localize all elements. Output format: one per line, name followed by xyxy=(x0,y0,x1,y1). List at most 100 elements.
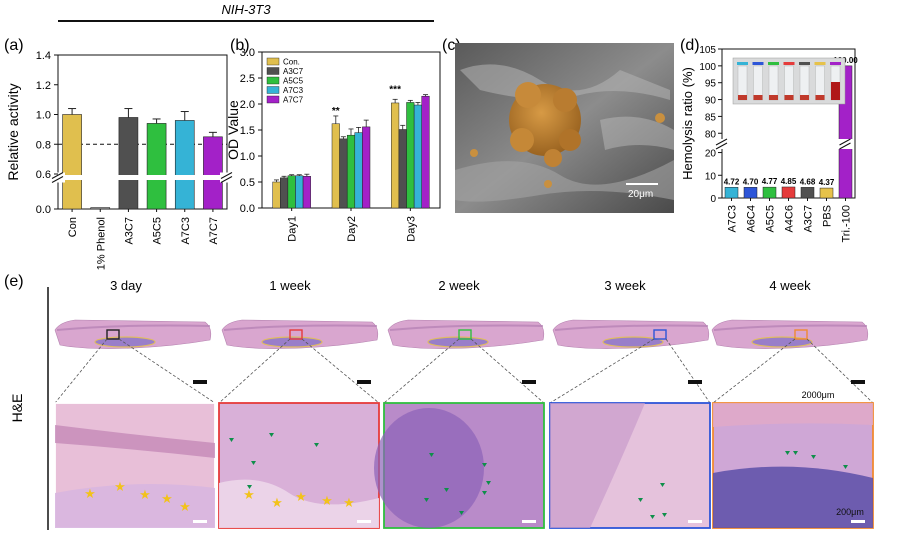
cell-marker-arrow xyxy=(459,511,464,515)
panel-d-label: (d) xyxy=(680,37,700,54)
y-tick-label: 1.0 xyxy=(36,110,51,122)
panel-d-chart: (d) 4.72 A7C3 4.70 A6C4 4.77 A5C5 4.85 A4C6 4.68… xyxy=(680,37,858,243)
panel-b-chart: (b) Day1 Day2 Day3*****0.00.51.01.52.02.53… xyxy=(225,37,441,242)
implant-region-outline xyxy=(261,336,323,348)
y-tick-label: 20 xyxy=(705,149,717,160)
axis-break-mark xyxy=(839,142,851,150)
bar-con-day3 xyxy=(391,102,400,209)
vial-cap xyxy=(799,62,810,65)
zoom-scale-label: 200μm xyxy=(836,507,864,517)
y-tick-label: 105 xyxy=(699,45,716,56)
legend-swatch xyxy=(266,86,280,94)
cell-marker-arrow xyxy=(424,498,429,502)
cell-marker-arrow xyxy=(650,515,655,519)
cell-marker-arrow xyxy=(843,465,848,469)
x-tick-label: A4C6 xyxy=(784,205,796,233)
bar-a5c5-day1 xyxy=(287,175,296,209)
y-tick-label: 0 xyxy=(710,194,716,205)
sem-particle xyxy=(544,149,562,167)
zoom-connector xyxy=(712,338,796,404)
overview-scale-bar xyxy=(522,380,536,384)
bar-a3c7-day2 xyxy=(339,138,348,209)
vial-tube xyxy=(799,65,810,101)
vial-tube xyxy=(768,65,779,101)
sem-texture-sheet xyxy=(600,116,674,150)
implant-marker-star: ★ xyxy=(114,479,126,494)
sem-particle xyxy=(510,128,534,152)
cell-marker-arrow xyxy=(486,481,491,485)
tissue-epidermis xyxy=(389,324,544,331)
bar-a7c3-day1 xyxy=(295,175,304,209)
legend-swatch xyxy=(266,95,280,104)
implant-marker-star: ★ xyxy=(139,487,151,502)
y-tick-label: 0.6 xyxy=(36,169,51,181)
x-tick-label: Day3 xyxy=(405,216,417,242)
y-tick-label: 1.5 xyxy=(240,125,255,137)
implant-marker-star: ★ xyxy=(161,491,173,506)
x-tick-label: Day1 xyxy=(287,216,299,242)
cell-marker-arrow xyxy=(429,453,434,457)
header-title: NIH-3T3 xyxy=(221,2,271,17)
x-tick-label: Con xyxy=(67,217,79,237)
axis-break-band xyxy=(59,175,226,180)
tissue-epidermis xyxy=(223,324,378,331)
vial-cap xyxy=(752,62,764,65)
y-tick-label: 90 xyxy=(705,96,717,107)
vial-cap xyxy=(783,62,795,65)
cell-marker-arrow xyxy=(793,451,798,455)
y-tick-label: 95 xyxy=(705,79,717,90)
zoom-connector xyxy=(218,338,291,404)
timepoint-label: 4 week xyxy=(769,278,811,293)
value-label: 4.70 xyxy=(743,177,759,186)
tissue-epidermis xyxy=(554,324,709,331)
zoom-scale-bar xyxy=(357,520,371,523)
cell-marker-arrow xyxy=(660,483,665,487)
y-axis-label: OD Value xyxy=(225,100,241,160)
value-label: 4.85 xyxy=(781,177,797,186)
y-tick-label: 0.8 xyxy=(36,139,51,151)
bar-a5c5-day2 xyxy=(346,134,356,209)
overview-scale-bar xyxy=(357,380,371,384)
vial-tube xyxy=(784,65,794,101)
cell-marker-arrow xyxy=(811,455,816,459)
bar-a6c4 xyxy=(743,187,758,199)
bar-a5c5 xyxy=(146,123,167,210)
bar-con-day2 xyxy=(331,123,340,209)
implant-zone xyxy=(219,479,379,528)
y-tick-label: 0.0 xyxy=(240,203,255,215)
legend-label: A7C7 xyxy=(283,96,304,105)
tissue-epidermis xyxy=(56,324,211,331)
zoom-scale-bar xyxy=(522,520,536,523)
overview-scale-bar xyxy=(851,380,865,384)
y-tick-label: 1.2 xyxy=(36,80,51,92)
implant-marker-star: ★ xyxy=(84,486,96,501)
zoom-scale-bar xyxy=(688,520,702,523)
bar-a7c3 xyxy=(174,120,195,210)
x-tick-label: A6C4 xyxy=(746,205,758,233)
x-tick-label: A7C7 xyxy=(208,217,220,245)
zoom-scale-bar xyxy=(193,520,207,523)
x-tick-label: A5C5 xyxy=(152,217,164,245)
zoom-connector xyxy=(301,338,380,404)
value-label: 100.00 xyxy=(833,56,858,65)
bar-a5c5 xyxy=(762,186,777,199)
zoom-scale-bar xyxy=(851,520,865,523)
legend-swatch xyxy=(266,57,280,66)
axis-break-mark xyxy=(839,138,851,146)
x-tick-label: A3C7 xyxy=(123,217,135,245)
bar-a3c7 xyxy=(118,117,139,210)
axis-break-mark xyxy=(220,172,233,179)
bar-con-day1 xyxy=(272,181,281,209)
y-tick-label: 0.0 xyxy=(36,204,51,216)
sem-particle xyxy=(470,149,478,157)
y-tick-label: 10 xyxy=(705,171,717,182)
zoom-connector xyxy=(470,338,545,404)
y-axis-label: Hemolysis ratio (%) xyxy=(680,67,695,180)
bar-con xyxy=(62,114,82,210)
vial-cap xyxy=(737,62,748,65)
sem-particle xyxy=(655,113,665,123)
bar-a4c6 xyxy=(781,186,796,199)
bar-1-phenol xyxy=(90,207,111,210)
sem-texture-sheet xyxy=(455,160,674,202)
